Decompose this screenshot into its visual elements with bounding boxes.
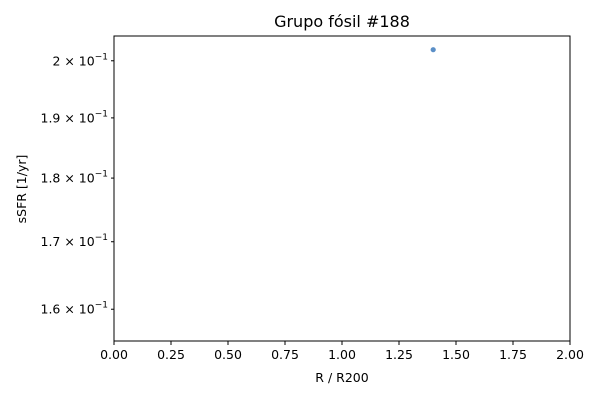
y-tick-label: 1.6 × 10−1 [41, 301, 109, 317]
x-tick-label: 1.00 [328, 347, 356, 362]
x-tick-label: 1.75 [499, 347, 527, 362]
y-tick-label: 1.9 × 10−1 [41, 109, 109, 125]
x-tick-label: 0.00 [100, 347, 128, 362]
plot-frame [113, 35, 571, 342]
x-tick-label: 0.25 [157, 347, 185, 362]
x-tick-label: 2.00 [556, 347, 584, 362]
y-tick-label: 2 × 10−1 [52, 52, 108, 68]
data-point [430, 47, 436, 53]
chart-title: Grupo fósil #188 [274, 12, 410, 31]
x-tick-label: 0.50 [214, 347, 242, 362]
x-tick-label: 0.75 [271, 347, 299, 362]
x-tick-label: 1.25 [385, 347, 413, 362]
plot-area: 0.00 0.25 0.50 0.75 1.00 1.25 1.50 1.75 2.00 2 × … [41, 35, 584, 362]
y-tick-label: 1.7 × 10−1 [41, 233, 109, 249]
x-tick-label: 1.50 [442, 347, 470, 362]
x-axis-label: R / R200 [315, 370, 368, 385]
y-axis-label: sSFR [1/yr] [14, 155, 29, 224]
y-tick-label: 1.8 × 10−1 [41, 170, 109, 186]
